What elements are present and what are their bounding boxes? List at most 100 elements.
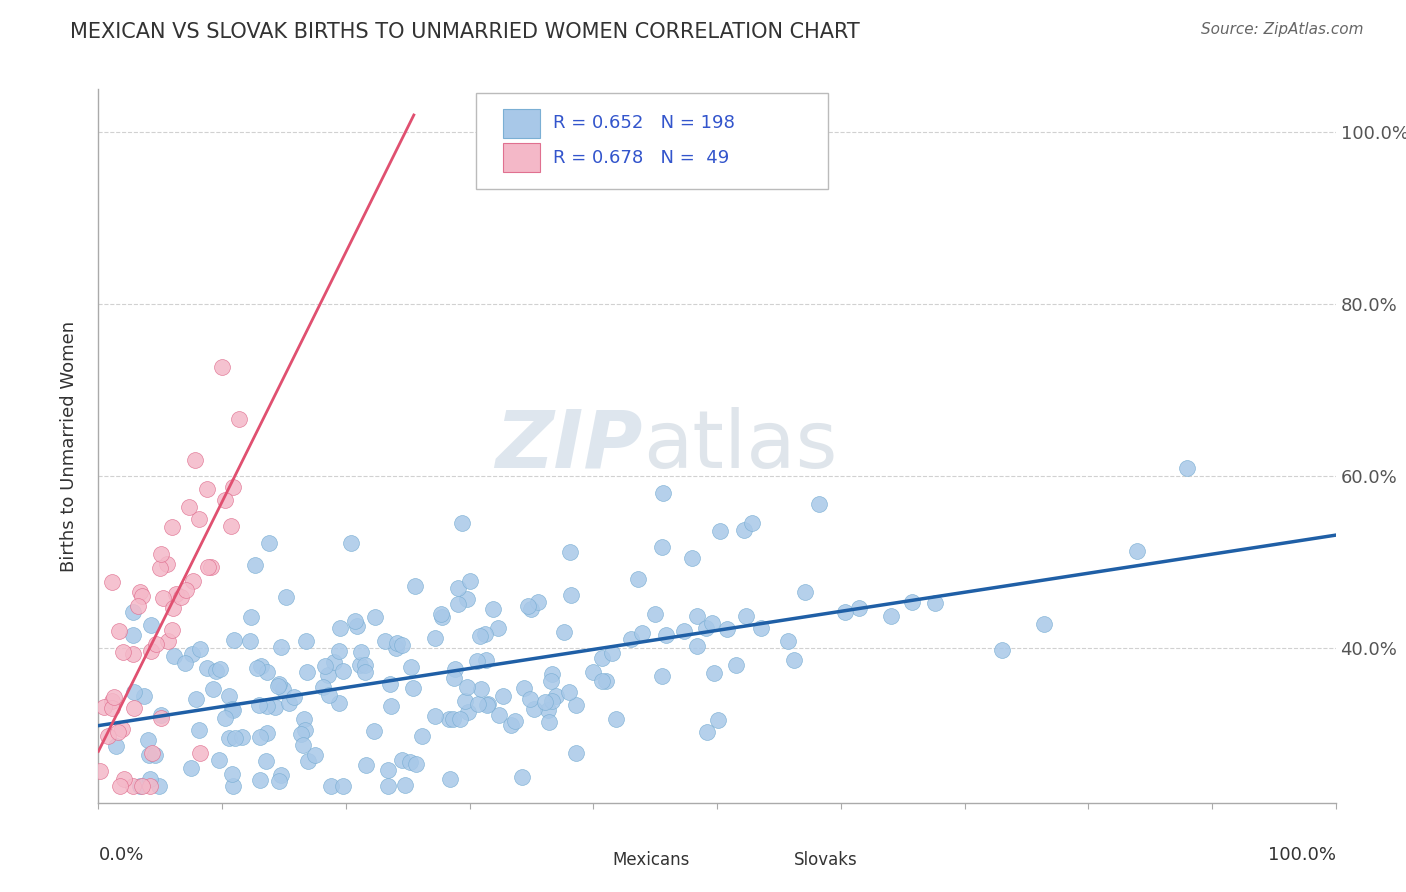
Point: [467, 697, 489, 711]
Point: [180, 647, 202, 661]
Point: [290, 727, 312, 741]
Text: ZIP: ZIP: [495, 407, 643, 485]
Point: [254, 754, 277, 768]
Point: [179, 761, 201, 775]
Point: [321, 779, 343, 793]
Point: [437, 712, 460, 726]
Point: [200, 560, 222, 574]
Point: [700, 615, 723, 630]
Point: [443, 672, 465, 686]
Point: [292, 738, 315, 752]
Point: [138, 748, 160, 763]
Point: [160, 520, 183, 534]
Point: [482, 601, 505, 615]
Point: [187, 723, 209, 738]
Point: [651, 540, 673, 554]
Point: [353, 665, 375, 680]
Point: [129, 779, 152, 793]
Point: [477, 697, 499, 711]
Bar: [503, 109, 540, 137]
Point: [184, 453, 207, 467]
Point: [160, 623, 183, 637]
Bar: [754, 849, 782, 871]
Point: [488, 708, 510, 723]
Point: [132, 689, 155, 703]
Bar: [575, 849, 602, 871]
Point: [695, 621, 717, 635]
Point: [267, 680, 290, 694]
Point: [377, 763, 399, 777]
Point: [122, 779, 145, 793]
Point: [202, 681, 225, 696]
Point: [620, 632, 643, 646]
Point: [257, 536, 280, 550]
Point: [499, 718, 522, 732]
Point: [188, 747, 211, 761]
Point: [256, 699, 278, 714]
Point: [709, 524, 731, 538]
Point: [218, 689, 240, 703]
Point: [405, 757, 427, 772]
Point: [749, 622, 772, 636]
Point: [450, 516, 472, 530]
Text: 0.0%: 0.0%: [98, 846, 143, 863]
Point: [349, 658, 371, 673]
Point: [149, 561, 172, 575]
Point: [276, 590, 298, 604]
Point: [474, 627, 496, 641]
Point: [465, 654, 488, 668]
Point: [456, 680, 478, 694]
Point: [177, 500, 200, 514]
Point: [454, 694, 477, 708]
Point: [267, 677, 290, 691]
Point: [152, 591, 174, 606]
Point: [673, 624, 696, 638]
Point: [122, 647, 145, 661]
Point: [541, 666, 564, 681]
Point: [318, 689, 340, 703]
Text: atlas: atlas: [643, 407, 837, 485]
Point: [165, 587, 187, 601]
Point: [565, 746, 588, 760]
Point: [429, 607, 451, 622]
Point: [1125, 544, 1147, 558]
Point: [139, 779, 162, 793]
Point: [297, 665, 319, 679]
Point: [350, 644, 373, 658]
Point: [735, 608, 758, 623]
Point: [304, 748, 326, 763]
Text: R = 0.652   N = 198: R = 0.652 N = 198: [553, 114, 734, 132]
Point: [457, 705, 479, 719]
Point: [250, 658, 273, 673]
Point: [430, 609, 453, 624]
Point: [591, 650, 613, 665]
Point: [89, 764, 111, 779]
Point: [128, 585, 150, 599]
Point: [108, 779, 131, 793]
Point: [169, 590, 191, 604]
Y-axis label: Births to Unmarried Women: Births to Unmarried Women: [59, 320, 77, 572]
Point: [176, 582, 198, 597]
Point: [149, 547, 172, 561]
Point: [239, 634, 262, 648]
Text: R = 0.678   N =  49: R = 0.678 N = 49: [553, 149, 728, 167]
Point: [111, 723, 134, 737]
Point: [249, 772, 271, 787]
Point: [725, 657, 748, 672]
Point: [991, 643, 1014, 657]
Point: [783, 653, 806, 667]
Point: [377, 779, 399, 793]
Point: [101, 575, 124, 590]
Point: [441, 711, 464, 725]
Point: [533, 695, 555, 709]
Point: [696, 725, 718, 739]
Text: MEXICAN VS SLOVAK BIRTHS TO UNMARRIED WOMEN CORRELATION CHART: MEXICAN VS SLOVAK BIRTHS TO UNMARRIED WO…: [70, 22, 860, 42]
Point: [411, 729, 433, 743]
Point: [924, 596, 946, 610]
Point: [195, 661, 218, 675]
Point: [655, 628, 678, 642]
Point: [93, 700, 115, 714]
Point: [537, 714, 560, 729]
Point: [399, 659, 422, 673]
Point: [527, 595, 550, 609]
